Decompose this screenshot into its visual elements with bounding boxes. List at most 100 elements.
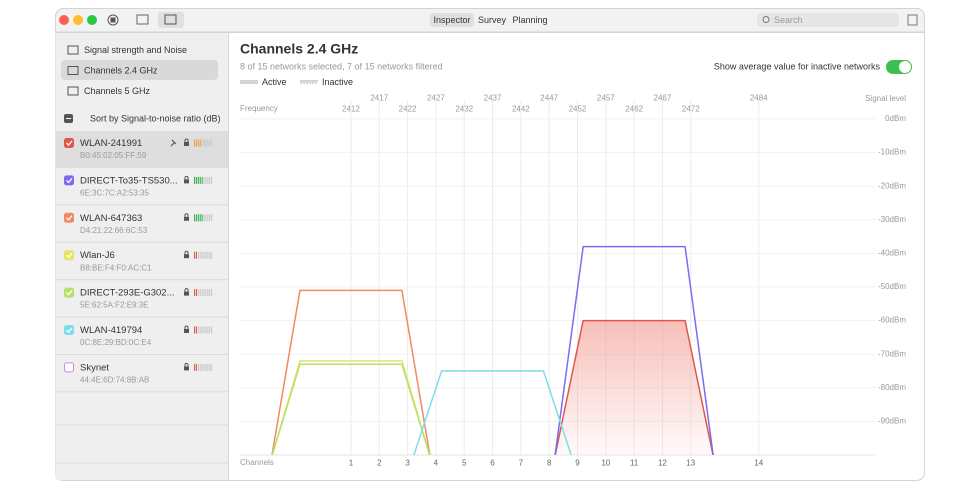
network-checkbox[interactable] [64, 138, 74, 148]
lock-shackle [184, 138, 189, 142]
signal-bar [199, 251, 201, 259]
x-tick-label: 2484 [750, 94, 768, 103]
stop-icon[interactable] [107, 14, 119, 26]
signal-bar [209, 251, 211, 259]
network-checkbox[interactable] [64, 287, 74, 298]
lock-icon [184, 329, 189, 333]
network-checkbox[interactable] [64, 362, 74, 373]
tab[interactable]: Inspector [433, 15, 470, 25]
signal-bar [205, 176, 207, 184]
search-field[interactable] [757, 13, 899, 27]
zoom-button[interactable] [87, 15, 97, 25]
network-checkbox[interactable] [64, 175, 74, 186]
channel-label: 1 [349, 459, 354, 468]
lock-shackle [184, 288, 189, 292]
y-axis-label: Signal level [865, 94, 906, 103]
signal-bar [205, 214, 207, 222]
signal-bar [207, 176, 209, 184]
checkmark [66, 215, 73, 221]
view-icon [67, 66, 79, 75]
x-tick-label: 2457 [597, 94, 615, 103]
page-title: Channels 2.4 GHz [240, 41, 358, 57]
lock-icon [184, 179, 189, 184]
channel-label: 4 [434, 459, 439, 468]
view-icon [67, 45, 79, 55]
selected-row [56, 131, 228, 167]
signal-bar [194, 139, 196, 147]
x-tick-label: 2437 [484, 94, 502, 103]
legend-label: Inactive [322, 77, 353, 87]
sidebar [55, 32, 229, 480]
signal-bar [199, 326, 201, 334]
channel-view-button[interactable] [158, 12, 184, 28]
lock-icon [184, 216, 189, 221]
network-mac: 6E:3C:7C:A2:53:35 [80, 189, 149, 198]
signal-bar [209, 363, 211, 371]
network-curve[interactable] [271, 363, 431, 457]
close-button[interactable] [59, 15, 69, 25]
lock-shackle [184, 362, 189, 367]
signal-bar [207, 326, 209, 334]
signal-bar [211, 214, 213, 222]
signal-bar [199, 363, 201, 371]
signal-bar [211, 176, 213, 184]
channels-label: Channels [240, 458, 274, 467]
network-curve[interactable] [554, 319, 714, 457]
channel-label: 11 [630, 459, 639, 468]
sidebar-view[interactable]: Signal strength and Noise [84, 45, 187, 55]
lock-icon [184, 366, 189, 371]
sort-menu[interactable]: Sort by Signal-to-noise ratio (dB) [90, 113, 221, 123]
network-curve[interactable] [271, 289, 431, 457]
signal-bar [211, 251, 213, 259]
network-name[interactable]: WLAN-419794 [80, 325, 142, 336]
sidebar-view[interactable]: Channels 5 GHz [84, 86, 151, 96]
network-curve[interactable] [554, 245, 714, 457]
signal-bar [211, 289, 213, 297]
channel-label: 5 [462, 459, 467, 468]
signal-bar [195, 363, 197, 371]
signal-bar [197, 176, 199, 184]
x-axis-label: Frequency [240, 104, 278, 113]
signal-bar [211, 363, 213, 371]
signal-bar [197, 251, 199, 259]
sidebar-view[interactable]: Channels 2.4 GHz [84, 65, 158, 75]
tab[interactable]: Survey [478, 15, 507, 25]
channel-label: 3 [405, 459, 410, 468]
network-name[interactable]: WLAN-241991 [80, 138, 142, 149]
network-checkbox[interactable] [64, 212, 74, 223]
network-mac: 5E:62:5A:F2:E9:3E [80, 301, 149, 310]
signal-bar [195, 289, 197, 297]
network-checkbox[interactable] [64, 325, 74, 335]
network-area [555, 320, 714, 455]
signal-bar [199, 139, 201, 147]
checkmark [66, 177, 73, 184]
list-icon[interactable] [136, 14, 149, 25]
channel-icon [164, 14, 177, 25]
signal-bar [209, 176, 211, 184]
checkmark [66, 140, 73, 146]
signal-bar [209, 326, 211, 334]
signal-bar [197, 363, 199, 371]
network-name[interactable]: Wlan-J6 [80, 250, 115, 261]
signal-bar [194, 214, 196, 222]
signal-bar [201, 363, 203, 371]
share-icon[interactable] [907, 14, 918, 26]
x-tick-label: 2447 [540, 94, 558, 103]
signal-bar [207, 214, 209, 222]
tab[interactable]: Planning [512, 15, 547, 25]
network-curve[interactable] [413, 370, 572, 457]
network-name[interactable]: DIRECT-To35-TS530... [80, 175, 178, 186]
network-name[interactable]: Skynet [80, 362, 109, 373]
network-checkbox[interactable] [64, 250, 74, 261]
signal-bar [197, 139, 199, 147]
signal-bar [203, 214, 205, 222]
minimize-button[interactable] [73, 15, 83, 25]
signal-bar [195, 326, 197, 334]
signal-bar [201, 289, 203, 297]
lock-shackle [184, 250, 189, 255]
selected-view [61, 60, 218, 80]
network-name[interactable]: DIRECT-293E-G302... [80, 288, 175, 299]
network-name[interactable]: WLAN-647363 [80, 213, 142, 224]
subtitle: 8 of 15 networks selected, 7 of 15 netwo… [240, 61, 443, 71]
